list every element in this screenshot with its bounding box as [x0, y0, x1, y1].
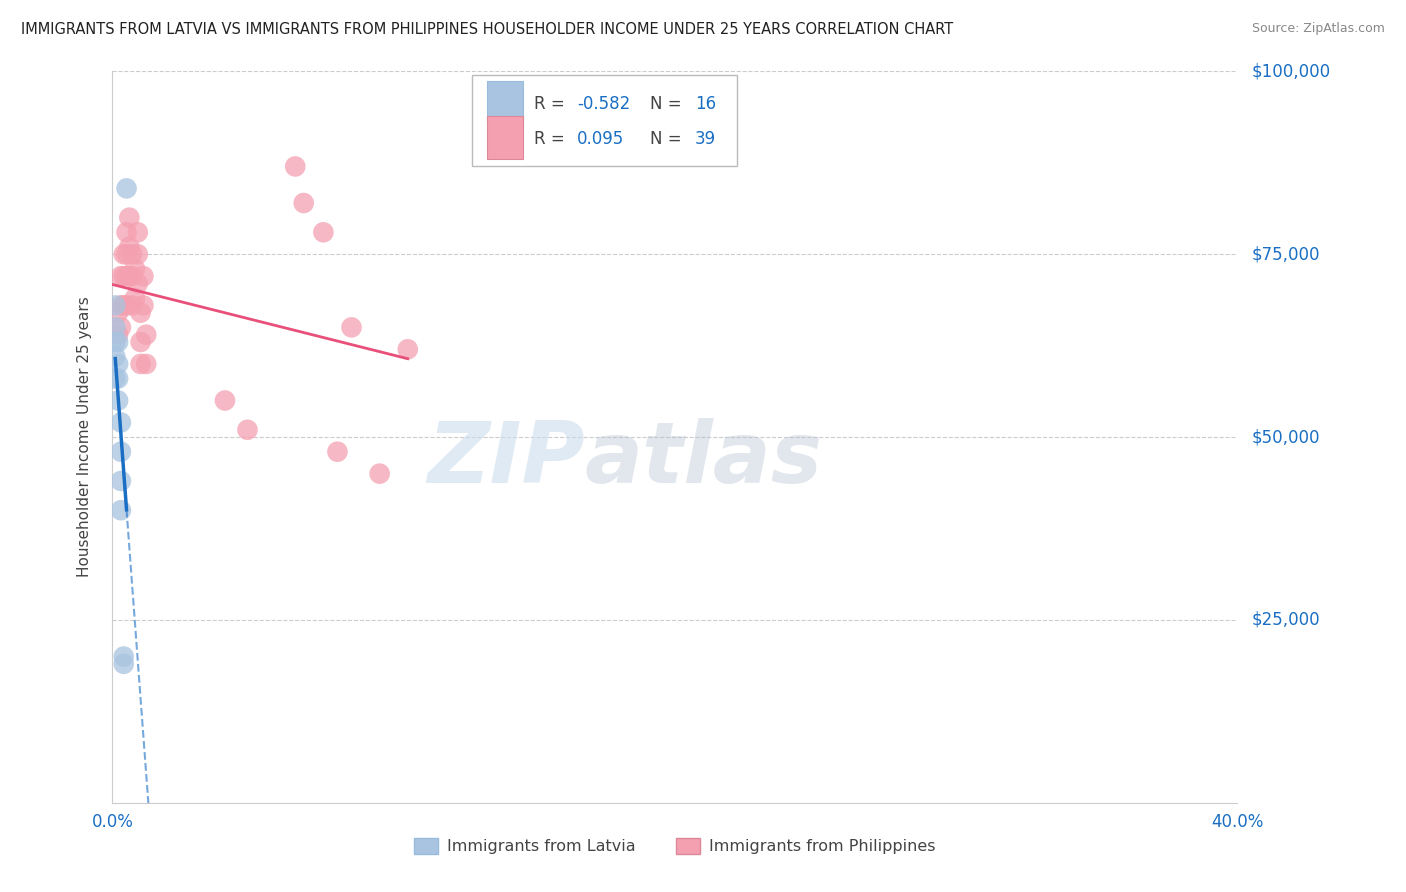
- Point: [110, 474, 132, 488]
- Text: 39: 39: [695, 130, 716, 148]
- Point: [112, 269, 135, 284]
- Text: R =: R =: [534, 130, 571, 148]
- Point: [115, 247, 138, 261]
- Point: [104, 320, 127, 334]
- Point: [107, 393, 129, 408]
- Point: [124, 291, 146, 305]
- Point: [104, 350, 127, 364]
- Point: [115, 269, 138, 284]
- Point: [129, 334, 152, 349]
- Point: [107, 327, 129, 342]
- Point: [110, 444, 132, 458]
- Point: [121, 247, 143, 261]
- Point: [236, 423, 259, 437]
- Point: [127, 277, 149, 291]
- Text: $100,000: $100,000: [1251, 62, 1330, 80]
- Point: [112, 247, 135, 261]
- Text: atlas: atlas: [585, 417, 823, 500]
- Point: [340, 320, 363, 334]
- Point: [112, 298, 135, 312]
- Point: [110, 416, 132, 430]
- Point: [118, 211, 141, 225]
- Text: $75,000: $75,000: [1251, 245, 1320, 263]
- Point: [292, 196, 315, 211]
- Point: [110, 269, 132, 284]
- Text: N =: N =: [650, 130, 688, 148]
- Point: [121, 298, 143, 312]
- Point: [118, 269, 141, 284]
- Point: [112, 657, 135, 671]
- Point: [127, 247, 149, 261]
- Text: 0.095: 0.095: [576, 130, 624, 148]
- Text: Source: ZipAtlas.com: Source: ZipAtlas.com: [1251, 22, 1385, 36]
- Point: [124, 261, 146, 276]
- Point: [110, 320, 132, 334]
- Text: -0.582: -0.582: [576, 95, 630, 113]
- Point: [135, 327, 157, 342]
- Point: [104, 298, 127, 312]
- Point: [132, 269, 155, 284]
- Point: [312, 225, 335, 239]
- Point: [135, 357, 157, 371]
- Text: $25,000: $25,000: [1251, 611, 1320, 629]
- FancyBboxPatch shape: [486, 80, 523, 124]
- Point: [112, 649, 135, 664]
- Point: [396, 343, 419, 357]
- Y-axis label: Householder Income Under 25 years: Householder Income Under 25 years: [77, 297, 91, 577]
- Point: [368, 467, 391, 481]
- Text: ZIP: ZIP: [427, 417, 585, 500]
- Point: [129, 306, 152, 320]
- Text: IMMIGRANTS FROM LATVIA VS IMMIGRANTS FROM PHILIPPINES HOUSEHOLDER INCOME UNDER 2: IMMIGRANTS FROM LATVIA VS IMMIGRANTS FRO…: [21, 22, 953, 37]
- Point: [104, 334, 127, 349]
- Point: [115, 181, 138, 195]
- Text: 16: 16: [695, 95, 716, 113]
- Point: [110, 503, 132, 517]
- Point: [284, 160, 307, 174]
- Point: [132, 298, 155, 312]
- Point: [115, 225, 138, 239]
- Point: [121, 269, 143, 284]
- Point: [214, 393, 236, 408]
- Point: [107, 357, 129, 371]
- Point: [107, 334, 129, 349]
- Text: R =: R =: [534, 95, 571, 113]
- Legend: Immigrants from Latvia, Immigrants from Philippines: Immigrants from Latvia, Immigrants from …: [408, 831, 942, 861]
- Text: N =: N =: [650, 95, 688, 113]
- Point: [115, 298, 138, 312]
- Point: [107, 306, 129, 320]
- Text: $50,000: $50,000: [1251, 428, 1320, 446]
- Point: [129, 357, 152, 371]
- FancyBboxPatch shape: [486, 116, 523, 159]
- Point: [127, 225, 149, 239]
- Point: [107, 371, 129, 385]
- FancyBboxPatch shape: [472, 75, 737, 167]
- Point: [110, 298, 132, 312]
- Point: [326, 444, 349, 458]
- Point: [104, 371, 127, 385]
- Point: [118, 240, 141, 254]
